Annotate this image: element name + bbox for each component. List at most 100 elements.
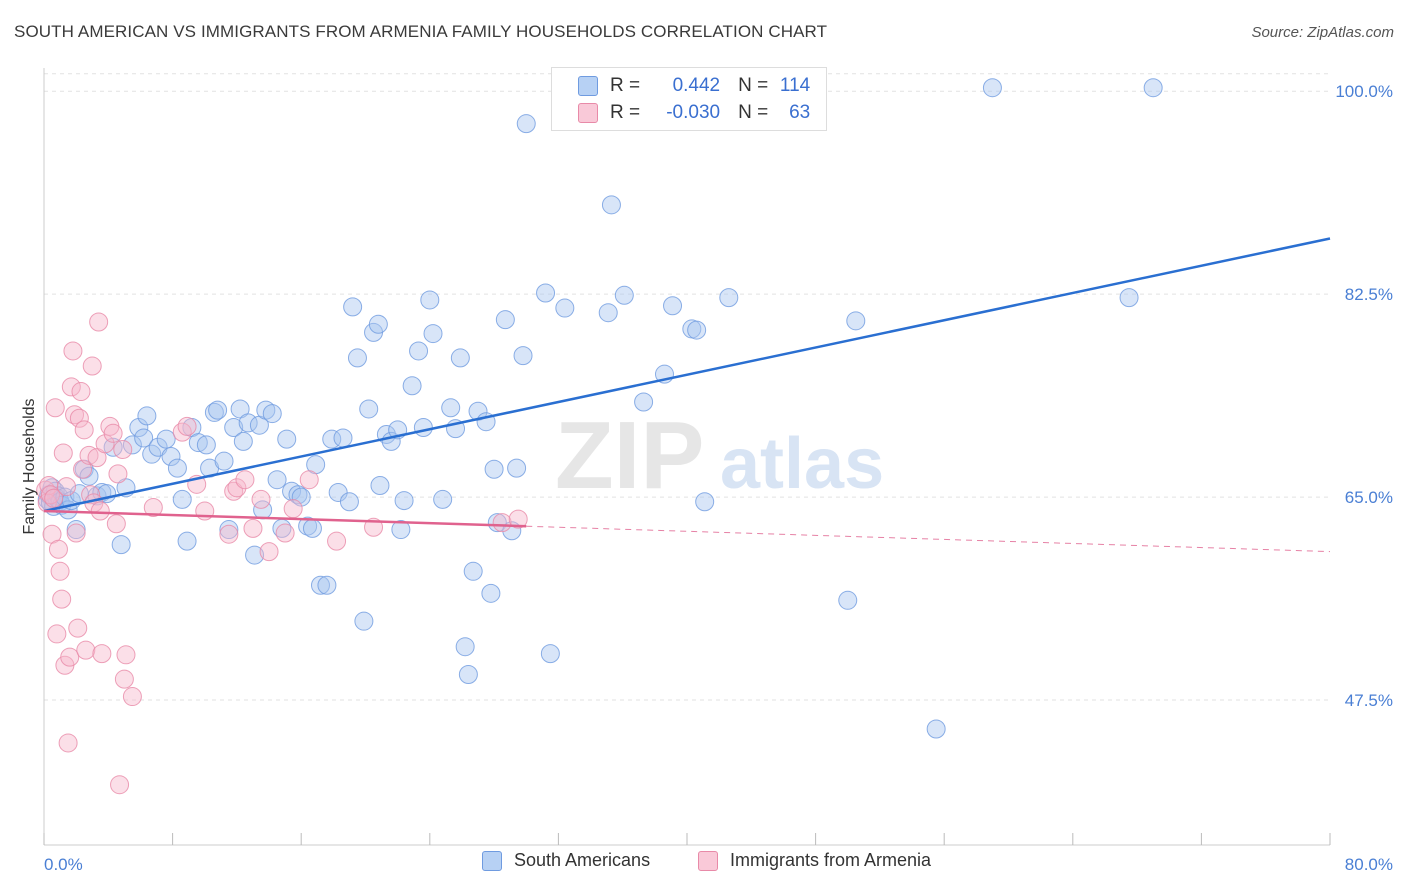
data-point xyxy=(214,451,234,471)
data-point xyxy=(90,501,110,521)
data-point xyxy=(137,406,157,426)
data-point xyxy=(48,539,68,559)
data-point xyxy=(50,561,70,581)
data-point xyxy=(148,437,168,457)
data-point xyxy=(89,312,109,332)
x-tick-label: 0.0% xyxy=(44,855,83,874)
data-point xyxy=(243,518,263,538)
data-point xyxy=(433,489,453,509)
data-point xyxy=(177,531,197,551)
data-point xyxy=(536,283,556,303)
axes xyxy=(43,68,1331,846)
trend-line xyxy=(43,509,527,528)
data-point xyxy=(110,775,130,795)
data-point xyxy=(113,440,133,460)
data-point xyxy=(57,477,77,497)
data-point xyxy=(463,561,483,581)
data-point xyxy=(423,324,443,344)
data-point xyxy=(450,348,470,368)
data-point xyxy=(114,669,134,689)
trend-line xyxy=(43,237,1331,513)
data-point xyxy=(492,513,512,533)
data-point xyxy=(69,408,89,428)
data-point xyxy=(177,416,197,436)
data-point xyxy=(156,429,176,449)
data-point xyxy=(601,195,621,215)
data-point xyxy=(458,665,478,685)
y-axis-title: Family Households xyxy=(21,398,38,534)
legend: South Americans Immigrants from Armenia xyxy=(0,850,1406,878)
data-point xyxy=(370,475,390,495)
data-point xyxy=(298,516,318,536)
data-point xyxy=(92,644,112,664)
data-point xyxy=(310,575,330,595)
data-point xyxy=(838,590,858,610)
data-point xyxy=(256,400,276,420)
data-point xyxy=(368,314,388,334)
data-point xyxy=(695,492,715,512)
data-point xyxy=(167,458,187,478)
data-point xyxy=(926,719,946,739)
watermark-zip: ZIP xyxy=(555,402,704,509)
n-value: 63 xyxy=(789,102,811,123)
data-point xyxy=(555,298,575,318)
data-point xyxy=(508,509,528,529)
data-point xyxy=(235,470,255,490)
data-point xyxy=(299,470,319,490)
data-point xyxy=(1143,78,1163,98)
data-point xyxy=(53,443,73,463)
data-point xyxy=(143,498,163,518)
data-point xyxy=(245,545,265,565)
data-point xyxy=(262,404,282,424)
data-point xyxy=(47,624,67,644)
legend-label: Immigrants from Armenia xyxy=(730,850,932,870)
data-point xyxy=(82,356,102,376)
data-point xyxy=(687,320,707,340)
legend-swatch-blue xyxy=(482,850,502,871)
data-point xyxy=(719,288,739,308)
data-point xyxy=(188,433,208,453)
data-point xyxy=(343,297,363,317)
data-point xyxy=(73,459,93,479)
data-point xyxy=(507,458,527,478)
data-point xyxy=(95,434,115,454)
data-point xyxy=(122,687,142,707)
data-point xyxy=(40,485,60,505)
y-tick-label: 100.0% xyxy=(1335,82,1393,101)
stats-row-south-americans: R = 0.442 N = 114 xyxy=(552,72,810,100)
trend-line-dashed xyxy=(526,525,1331,553)
data-point xyxy=(61,377,81,397)
data-point xyxy=(277,429,297,449)
data-point xyxy=(204,402,224,422)
y-tick-label: 65.0% xyxy=(1345,488,1393,507)
data-point xyxy=(846,311,866,331)
data-point xyxy=(302,518,322,538)
data-point xyxy=(598,303,618,323)
data-point xyxy=(413,418,433,438)
data-point xyxy=(455,637,475,657)
data-point xyxy=(354,611,374,631)
data-point xyxy=(516,114,536,134)
r-label: R = xyxy=(610,75,641,96)
r-label: R = xyxy=(610,102,641,123)
data-point xyxy=(172,489,192,509)
data-point xyxy=(79,445,99,465)
data-point xyxy=(614,285,634,305)
data-point xyxy=(227,478,247,498)
axis-labels: 100.0% 82.5% 65.0% 47.5% 0.0% 80.0% Family Hou… xyxy=(21,82,1393,874)
data-point xyxy=(283,499,303,519)
legend-item-armenia: Immigrants from Armenia xyxy=(698,850,931,871)
data-point xyxy=(513,346,533,366)
stats-row-armenia: R = -0.030 N = 63 xyxy=(552,99,810,127)
data-point xyxy=(484,459,504,479)
data-point xyxy=(68,618,88,638)
data-point xyxy=(275,523,295,543)
data-point xyxy=(45,398,65,418)
data-point xyxy=(103,423,123,443)
data-point xyxy=(328,482,348,502)
data-point xyxy=(76,640,96,660)
data-point xyxy=(219,524,239,544)
stats-box: R = 0.442 N = 114 R = -0.030 N = 63 xyxy=(551,67,827,131)
r-value: 0.442 xyxy=(672,75,721,96)
x-tick-label: 80.0% xyxy=(1345,855,1393,874)
